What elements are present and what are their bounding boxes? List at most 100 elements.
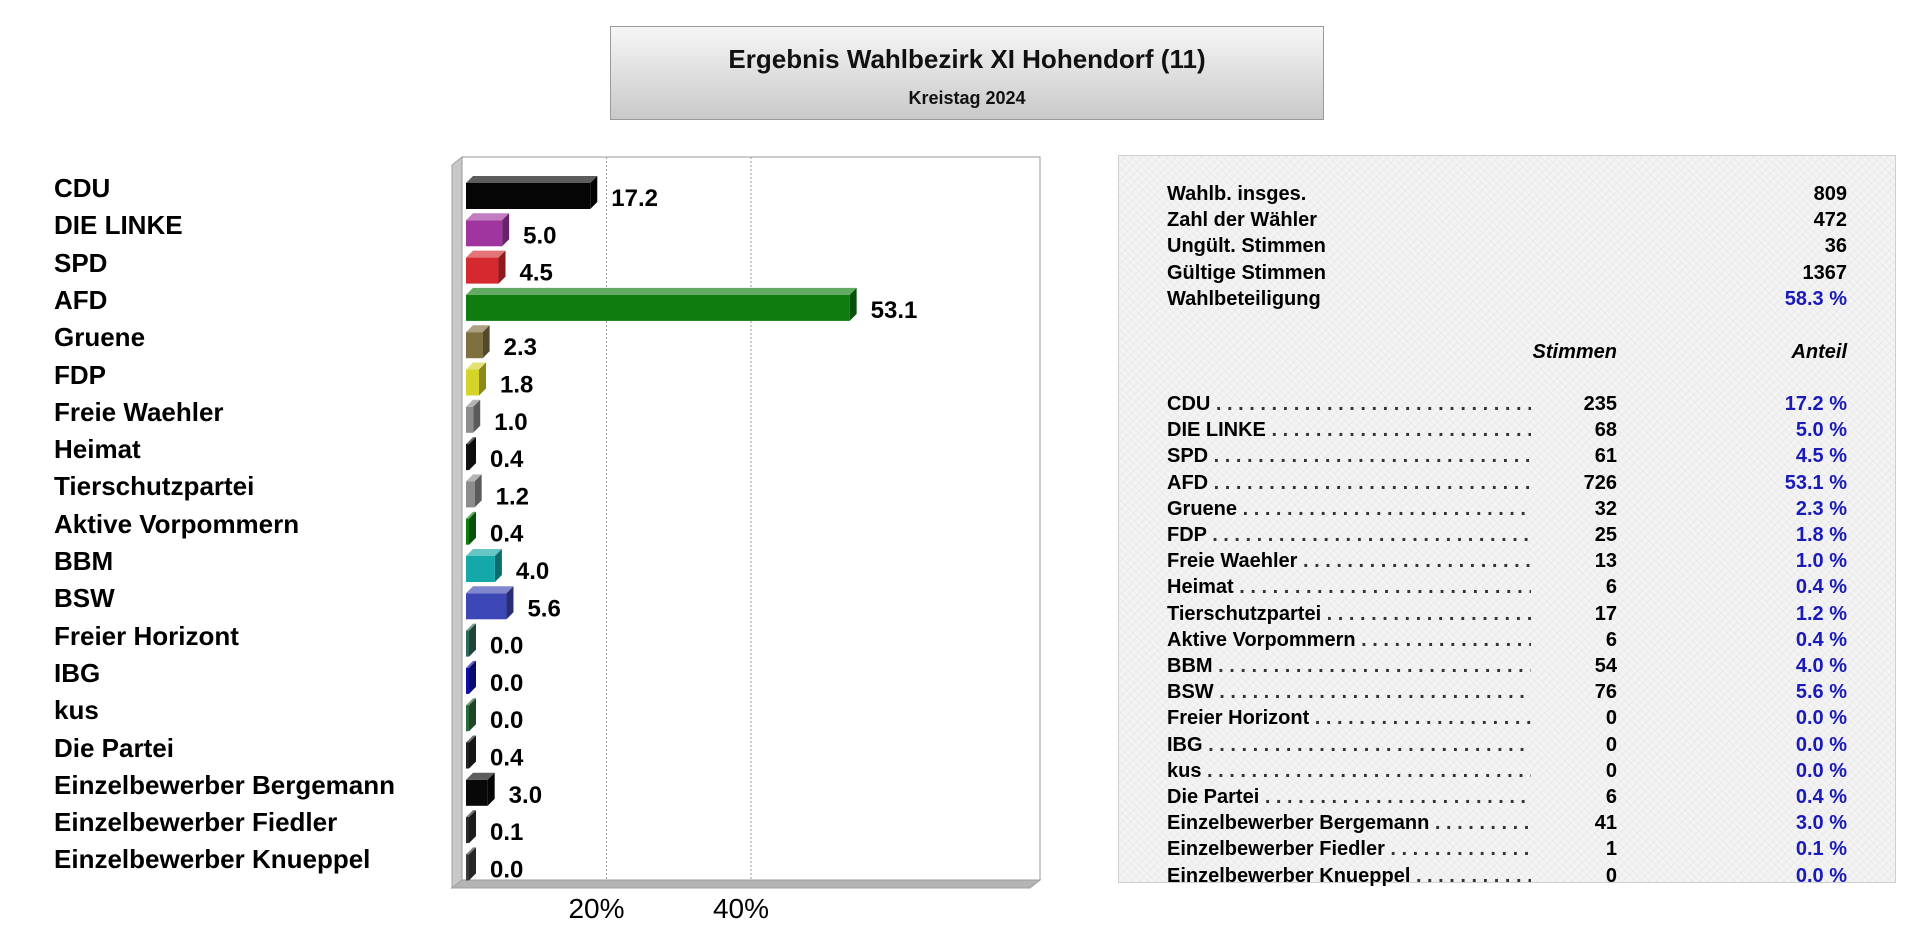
party-label: DIE LINKE (54, 210, 183, 241)
bar-side (469, 437, 476, 471)
bar (466, 437, 476, 471)
chart-subtitle: Kreistag 2024 (908, 88, 1026, 108)
table-party-name: CDU (1167, 393, 1211, 415)
party-label: Freier Horizont (54, 620, 239, 651)
dot-leader: . . . . . . . . . . . . . . . . . . . . … (1390, 838, 1531, 861)
party-label: CDU (54, 173, 111, 203)
table-votes: 17 (1594, 602, 1617, 625)
bar-front (466, 742, 469, 769)
bar-value-label: 17.2 (611, 185, 658, 212)
bar-side (474, 474, 482, 508)
table-row: SPD . . . . . . . . . . . . . . . . . . … (1119, 444, 1895, 468)
bar (466, 176, 598, 209)
summary-row: Wahlb. insges. 809 (1119, 182, 1895, 206)
bar-top (466, 735, 476, 743)
dot-leader: . . . . . . . . . . . . . . . . . . . . … (1242, 497, 1531, 520)
table-row: CDU . . . . . . . . . . . . . . . . . . … (1119, 392, 1895, 416)
party-label: BSW (54, 583, 115, 614)
bar-front (466, 369, 480, 396)
bar-value-label: 0.0 (490, 856, 523, 883)
table-row: Freie Waehler . . . . . . . . . . . . . … (1119, 549, 1895, 573)
table-row: BBM . . . . . . . . . . . . . . . . . . … (1119, 654, 1895, 678)
bar-value-label: 5.6 (527, 595, 560, 622)
party-label: Einzelbewerber Fiedler (54, 807, 338, 838)
summary-label: Wahlbeteiligung (1167, 287, 1321, 310)
dot-leader: . . . . . . . . . . . . . . . . . . . . … (1314, 707, 1531, 730)
table-votes: 54 (1594, 655, 1617, 677)
dot-leader: . . . . . . . . . . . . . . . . . . . . … (1212, 524, 1531, 546)
table-votes: 68 (1594, 419, 1617, 442)
bar-value-label: 2.3 (504, 334, 537, 361)
bar-front (466, 817, 469, 844)
table-row: Tierschutzpartei . . . . . . . . . . . .… (1119, 602, 1895, 626)
table-row: kus . . . . . . . . . . . . . . . . . . … (1119, 759, 1895, 783)
bar (466, 772, 495, 806)
bar-front (466, 518, 469, 545)
bar-top (466, 511, 476, 519)
table-share: 3.0 % (1795, 812, 1847, 835)
bar-side (482, 325, 490, 359)
table-votes: 6 (1605, 576, 1617, 599)
summary-value: 809 (1813, 183, 1847, 205)
bar-value-label: 0.0 (490, 670, 523, 697)
bar (466, 810, 476, 844)
table-party-name: Aktive Vorpommern (1167, 628, 1356, 651)
bar-front (466, 481, 475, 508)
party-label: Einzelbewerber Bergemann (54, 769, 395, 800)
bar (466, 287, 857, 321)
dot-leader: . . . . . . . . . . . . . . . . . . . . … (1415, 864, 1531, 887)
dot-leader: . . . . . . . . . . . . . . . . . . . . … (1207, 759, 1531, 782)
bar-value-label: 1.8 (500, 372, 533, 399)
dot-leader: . . . . . . . . . . . . . . . . . . . . … (1208, 733, 1531, 756)
table-row: Aktive Vorpommern . . . . . . . . . . . … (1119, 628, 1895, 652)
party-label: BBM (54, 546, 114, 576)
table-party-name: BBM (1167, 655, 1213, 677)
x-tick-label: 20% (568, 893, 624, 924)
table-party-name: Einzelbewerber Fiedler (1167, 838, 1385, 861)
bar-value-label: 53.1 (871, 297, 918, 324)
summary-row: Gültige Stimmen 1367 (1119, 261, 1895, 285)
party-label: Einzelbewerber Knueppel (54, 844, 371, 875)
table-row: FDP . . . . . . . . . . . . . . . . . . … (1119, 523, 1895, 547)
table-party-name: AFD (1167, 471, 1209, 494)
table-party-name: Heimat (1167, 576, 1234, 599)
bar (466, 213, 510, 247)
party-label: SPD (54, 247, 108, 278)
table-share: 1.2 % (1795, 602, 1847, 625)
summary-value: 472 (1813, 209, 1847, 232)
dot-leader: . . . . . . . . . . . . . . . . . . . . … (1302, 550, 1531, 573)
table-votes: 6 (1605, 786, 1617, 808)
bar-value-label: 0.4 (490, 745, 524, 772)
bar-side (469, 511, 476, 545)
table-votes: 6 (1605, 628, 1617, 651)
table-votes: 25 (1594, 524, 1617, 546)
col-head-share: Anteil (1791, 341, 1847, 363)
table-share: 5.6 % (1795, 681, 1847, 704)
table-share: 0.0 % (1795, 733, 1847, 756)
bar (466, 549, 502, 582)
table-row: Einzelbewerber Bergemann . . . . . . . .… (1119, 811, 1895, 835)
bar (466, 698, 476, 732)
dot-leader: . . . . . . . . . . . . . . . . . . . . … (1434, 812, 1531, 835)
plot-side-wall (451, 155, 463, 890)
table-party-name: Tierschutzpartei (1167, 602, 1322, 625)
plot-floor (450, 879, 1042, 889)
table-votes: 1 (1605, 838, 1617, 861)
table-row: IBG . . . . . . . . . . . . . . . . . . … (1119, 733, 1895, 757)
summary-label: Gültige Stimmen (1167, 261, 1326, 284)
table-share: 17.2 % (1784, 393, 1847, 415)
bar-front (466, 183, 591, 209)
party-label: Tierschutzpartei (54, 471, 255, 502)
bar-front (466, 444, 469, 471)
bar-front (466, 779, 488, 806)
party-label: AFD (54, 284, 108, 315)
bar-value-label: 0.1 (490, 819, 523, 846)
table-share: 4.0 % (1795, 655, 1847, 677)
bar-side (479, 362, 487, 396)
bar-front (466, 854, 469, 881)
table-share: 0.0 % (1795, 864, 1847, 887)
bar-side (469, 698, 476, 732)
bar (466, 362, 487, 396)
table-share: 0.0 % (1795, 759, 1847, 782)
table-share: 0.4 % (1795, 786, 1847, 808)
